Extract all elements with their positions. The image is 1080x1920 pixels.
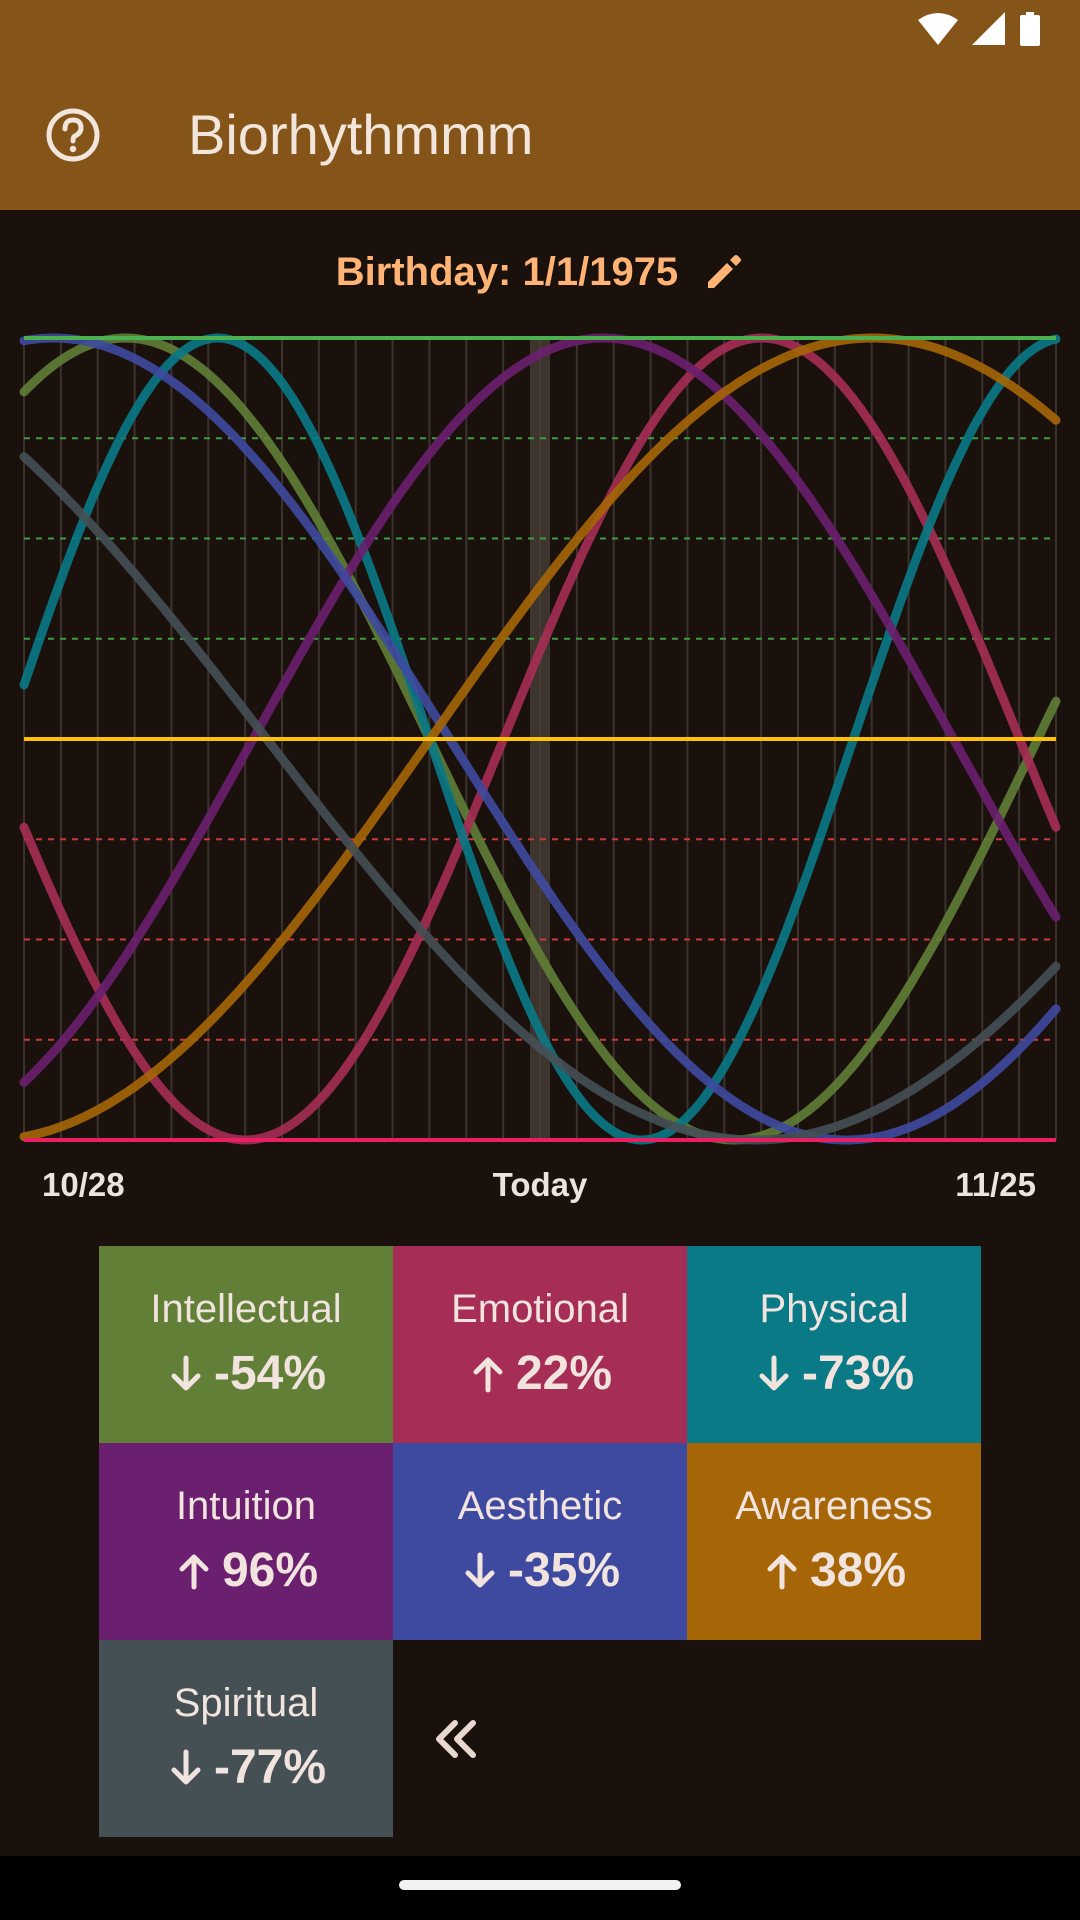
legend-value-text: -54% xyxy=(213,1346,327,1400)
series-line-aesthetic xyxy=(19,333,1061,1145)
arrow-down-icon xyxy=(759,1355,789,1390)
app-title: Biorhythmmm xyxy=(188,103,534,166)
arrow-down-icon xyxy=(465,1552,495,1587)
legend-value: -73% xyxy=(754,1342,914,1406)
status-bar xyxy=(0,0,1080,60)
legend-value: 38% xyxy=(762,1539,906,1603)
arrow-up-icon xyxy=(179,1554,209,1589)
legend-cell-physical[interactable]: Physical -73% xyxy=(687,1246,981,1443)
chart-svg xyxy=(19,333,1061,1145)
legend-name: Intuition xyxy=(175,1483,317,1528)
legend-name: Aesthetic xyxy=(457,1483,623,1528)
legend-value-text: -77% xyxy=(213,1740,327,1794)
legend-value: -77% xyxy=(166,1736,326,1800)
biorhythm-chart[interactable] xyxy=(0,320,1080,1160)
help-circle-icon xyxy=(46,108,100,162)
arrow-down-icon xyxy=(171,1749,201,1784)
legend-value-text: 38% xyxy=(809,1543,907,1597)
home-gesture-pill[interactable] xyxy=(399,1880,681,1890)
legend-cell-aesthetic[interactable]: Aesthetic -35% xyxy=(393,1443,687,1640)
legend-value: -35% xyxy=(460,1539,620,1603)
arrow-up-icon xyxy=(767,1554,797,1589)
series-line-intuition xyxy=(19,333,1061,1087)
legend-value-text: -35% xyxy=(507,1543,621,1597)
legend-cell-intuition[interactable]: Intuition 96% xyxy=(99,1443,393,1640)
legend-value: 22% xyxy=(468,1342,612,1406)
double-chevron-left-icon xyxy=(436,1719,476,1758)
series-line-spiritual xyxy=(19,452,1061,1145)
series-line-physical xyxy=(19,333,1061,1145)
edit-birthday-button[interactable] xyxy=(704,252,744,292)
legend-value-text: 96% xyxy=(221,1543,319,1597)
legend-value: -54% xyxy=(166,1342,326,1406)
collapse-legend-button[interactable] xyxy=(393,1640,687,1837)
legend-cell-awareness[interactable]: Awareness 38% xyxy=(687,1443,981,1640)
arrow-up-icon xyxy=(473,1357,503,1392)
legend-cell-intellectual[interactable]: Intellectual -54% xyxy=(99,1246,393,1443)
legend-name: Intellectual xyxy=(150,1286,342,1331)
legend-name: Spiritual xyxy=(173,1680,319,1725)
navigation-bar xyxy=(0,1856,1080,1920)
series-line-intellectual xyxy=(19,333,1061,1145)
pencil-icon xyxy=(708,255,742,288)
date-labels: 10/28 Today 11/25 xyxy=(0,1166,1080,1216)
legend-value-text: 22% xyxy=(515,1346,613,1400)
legend-name: Awareness xyxy=(735,1483,933,1528)
battery-icon xyxy=(1020,12,1040,46)
arrow-down-icon xyxy=(171,1355,201,1390)
wifi-icon xyxy=(918,13,958,45)
legend-value-text: -73% xyxy=(801,1346,915,1400)
app-bar: Biorhythmmm xyxy=(0,60,1080,210)
legend-grid: Intellectual -54% Emotional 22% Physical… xyxy=(99,1246,981,1837)
date-today-label: Today xyxy=(492,1166,588,1203)
legend-name: Emotional xyxy=(451,1286,629,1331)
date-end-label: 11/25 xyxy=(955,1166,1036,1203)
help-button[interactable] xyxy=(40,102,106,168)
legend-name: Physical xyxy=(759,1286,909,1331)
legend-cell-spiritual[interactable]: Spiritual -77% xyxy=(99,1640,393,1837)
series-line-emotional xyxy=(19,333,1061,1145)
date-start-label: 10/28 xyxy=(42,1166,125,1203)
birthday-label[interactable]: Birthday: 1/1/1975 xyxy=(335,249,679,294)
signal-icon xyxy=(972,12,1005,45)
legend-cell-emotional[interactable]: Emotional 22% xyxy=(393,1246,687,1443)
birthday-row[interactable]: Birthday: 1/1/1975 xyxy=(0,244,1080,300)
legend-value: 96% xyxy=(174,1539,318,1603)
status-icons xyxy=(918,12,1040,46)
